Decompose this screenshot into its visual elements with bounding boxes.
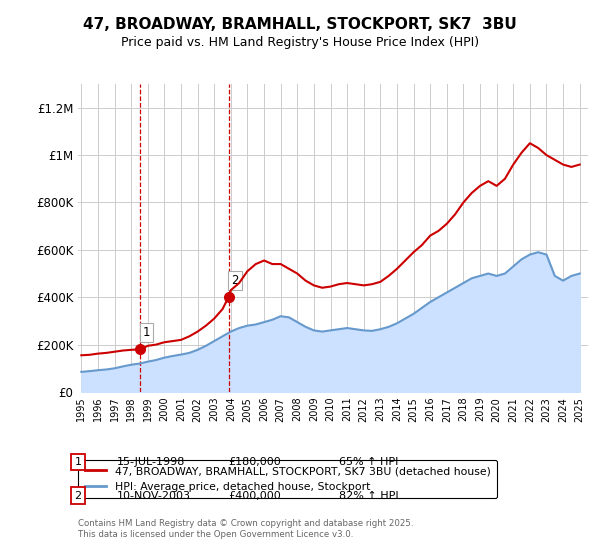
Text: 1: 1: [74, 457, 82, 467]
Text: 1: 1: [143, 326, 151, 339]
Text: £400,000: £400,000: [228, 491, 281, 501]
Legend: 47, BROADWAY, BRAMHALL, STOCKPORT, SK7 3BU (detached house), HPI: Average price,: 47, BROADWAY, BRAMHALL, STOCKPORT, SK7 3…: [78, 460, 497, 498]
Text: 2: 2: [232, 274, 239, 287]
Text: Price paid vs. HM Land Registry's House Price Index (HPI): Price paid vs. HM Land Registry's House …: [121, 36, 479, 49]
Text: 2: 2: [74, 491, 82, 501]
Text: 47, BROADWAY, BRAMHALL, STOCKPORT, SK7  3BU: 47, BROADWAY, BRAMHALL, STOCKPORT, SK7 3…: [83, 17, 517, 32]
Text: 15-JUL-1998: 15-JUL-1998: [117, 457, 185, 467]
Text: Contains HM Land Registry data © Crown copyright and database right 2025.
This d: Contains HM Land Registry data © Crown c…: [78, 520, 413, 539]
Text: £180,000: £180,000: [228, 457, 281, 467]
Text: 10-NOV-2003: 10-NOV-2003: [117, 491, 191, 501]
Text: 65% ↑ HPI: 65% ↑ HPI: [339, 457, 398, 467]
Text: 82% ↑ HPI: 82% ↑ HPI: [339, 491, 398, 501]
